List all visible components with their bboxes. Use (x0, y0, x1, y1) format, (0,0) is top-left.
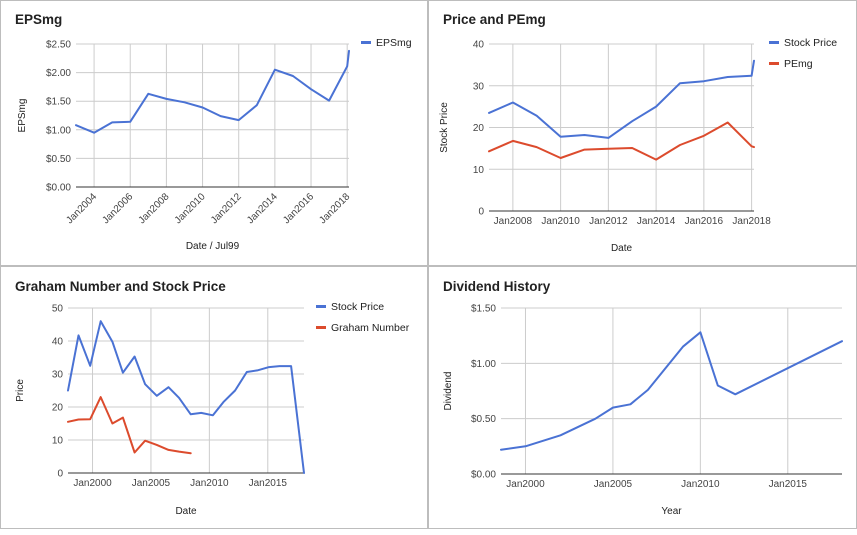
legend-swatch (316, 326, 326, 329)
x-tick-label: Jan2000 (73, 478, 112, 489)
series-line-epsmg (75, 49, 350, 134)
x-tick-label: Jan2012 (589, 216, 628, 227)
x-axis-label: Year (661, 506, 682, 517)
series-line-stock-price (67, 320, 305, 474)
dividend-chart: Dividend History $0.00 $0.50 $1.00 $1.50 Jan2… (443, 279, 843, 517)
y-tick-label: 30 (473, 81, 485, 92)
y-axis-label: EPSmg (17, 99, 28, 133)
x-tick-label: Jan2008 (137, 191, 172, 226)
x-tick-label: Jan2000 (506, 479, 545, 490)
y-tick-label: 0 (478, 207, 484, 218)
y-tick-label: 0 (57, 469, 63, 480)
series-line-pemg (488, 121, 755, 161)
y-axis-label: Stock Price (439, 102, 450, 153)
eps-chart: EPSmg $0.00 $0.50 $1.00 $1.50 $2.00 $2.50 Jan20… (15, 12, 412, 252)
y-tick-label: $0.00 (471, 470, 496, 481)
chart-title: Price and PEmg (443, 12, 546, 27)
y-tick-label: $0.50 (46, 154, 71, 165)
y-tick-label: $0.50 (471, 414, 496, 425)
x-axis-label: Date (175, 506, 197, 517)
x-tick-label: Jan2010 (681, 479, 720, 490)
dividend-chart-panel: Dividend History $0.00 $0.50 $1.00 $1.50 Jan2… (428, 266, 857, 529)
x-tick-label: Jan2012 (209, 191, 244, 226)
y-axis-label: Price (15, 379, 26, 402)
legend-swatch (769, 41, 779, 44)
x-tick-label: Jan2004 (64, 191, 99, 226)
y-tick-label: 30 (52, 370, 64, 381)
x-tick-label: Jan2016 (685, 216, 724, 227)
y-tick-label: 40 (52, 337, 64, 348)
eps-chart-panel: EPSmg $0.00 $0.50 $1.00 $1.50 $2.00 $2.50 Jan20… (0, 0, 428, 266)
x-tick-label: Jan2014 (637, 216, 676, 227)
y-tick-label: 10 (473, 165, 485, 176)
x-tick-label: Jan2018 (317, 191, 352, 226)
x-tick-label: Jan2015 (769, 479, 808, 490)
x-axis-label: Date (611, 243, 633, 254)
y-tick-label: $2.00 (46, 68, 71, 79)
x-tick-label: Jan2010 (173, 191, 208, 226)
y-tick-label: $1.00 (471, 359, 496, 370)
y-tick-label: $1.00 (46, 125, 71, 136)
x-tick-label: Jan2008 (494, 216, 533, 227)
legend-entry: EPSmg (376, 37, 412, 49)
price-pe-chart: Price and PEmg 0 10 20 30 40 Jan2008 Jan2010 Jan… (439, 12, 837, 254)
y-tick-label: $1.50 (471, 304, 496, 315)
legend-entry: Graham Number (331, 322, 410, 334)
legend-swatch (316, 305, 326, 308)
legend-entry: Stock Price (784, 37, 837, 49)
x-tick-label: Jan2006 (100, 191, 135, 226)
graham-chart-panel: Graham Number and Stock Price 0 10 20 30 40 50… (0, 266, 428, 529)
y-tick-label: 20 (52, 403, 64, 414)
x-tick-label: Jan2005 (594, 479, 633, 490)
series-line-graham-number (67, 396, 192, 455)
x-tick-label: Jan2016 (281, 191, 316, 226)
y-tick-label: 10 (52, 436, 64, 447)
y-tick-label: 20 (473, 123, 485, 134)
legend-swatch (769, 62, 779, 65)
legend-entry: PEmg (784, 58, 813, 70)
chart-title: Dividend History (443, 279, 551, 294)
x-tick-label: Jan2014 (245, 191, 280, 226)
x-tick-label: Jan2018 (732, 216, 771, 227)
x-tick-label: Jan2010 (541, 216, 580, 227)
chart-title: EPSmg (15, 12, 62, 27)
x-tick-label: Jan2005 (132, 478, 171, 489)
legend-swatch (361, 41, 371, 44)
y-axis-label: Dividend (443, 372, 454, 411)
y-tick-label: $2.50 (46, 40, 71, 51)
series-line-0 (500, 331, 843, 451)
x-axis-label: Date / Jul99 (186, 241, 240, 252)
x-tick-label: Jan2010 (190, 478, 229, 489)
x-tick-label: Jan2015 (249, 478, 288, 489)
series-line-stock-price (488, 59, 755, 139)
chart-title: Graham Number and Stock Price (15, 279, 226, 294)
legend-entry: Stock Price (331, 301, 384, 313)
price-pe-chart-panel: Price and PEmg 0 10 20 30 40 Jan2008 Jan2010 Jan… (428, 0, 857, 266)
graham-chart: Graham Number and Stock Price 0 10 20 30 40 50… (15, 279, 410, 517)
y-tick-label: $0.00 (46, 183, 71, 194)
y-tick-label: 40 (473, 40, 485, 51)
y-tick-label: $1.50 (46, 97, 71, 108)
y-tick-label: 50 (52, 304, 64, 315)
